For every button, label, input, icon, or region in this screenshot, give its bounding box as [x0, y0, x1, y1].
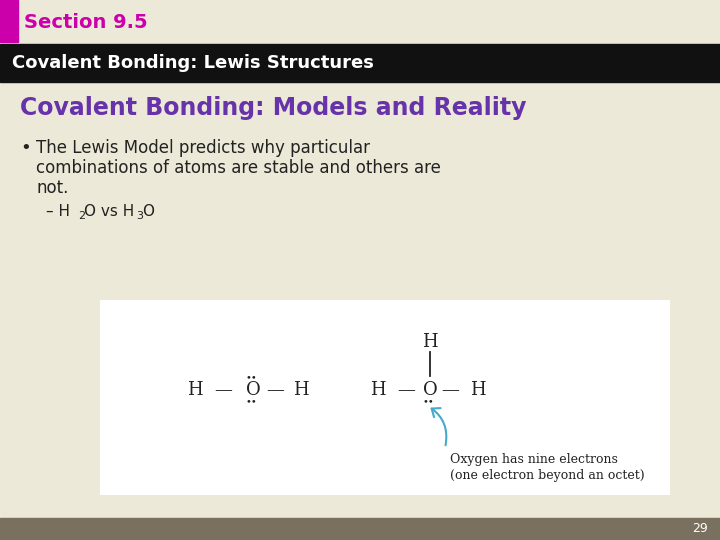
Text: – H: – H — [46, 205, 70, 219]
Text: H: H — [370, 381, 386, 399]
Bar — [0, 518, 720, 540]
Text: —: — — [266, 381, 284, 399]
Text: H: H — [470, 381, 486, 399]
Text: Section 9.5: Section 9.5 — [24, 12, 148, 31]
Text: H: H — [293, 381, 309, 399]
Text: ••: •• — [422, 397, 434, 407]
Text: —: — — [214, 381, 232, 399]
Bar — [0, 0, 18, 42]
Text: O: O — [423, 381, 437, 399]
Text: 3: 3 — [136, 211, 143, 221]
Text: H: H — [422, 333, 438, 351]
Text: Covalent Bonding: Models and Reality: Covalent Bonding: Models and Reality — [20, 96, 526, 120]
Text: ••: •• — [245, 397, 257, 407]
Text: O vs H: O vs H — [84, 205, 134, 219]
Text: —: — — [397, 381, 415, 399]
Text: •: • — [20, 139, 31, 157]
Text: 2: 2 — [78, 211, 85, 221]
Text: O: O — [142, 205, 154, 219]
Bar — [0, 44, 720, 82]
Text: —: — — [441, 381, 459, 399]
Text: ••: •• — [245, 374, 257, 382]
FancyArrowPatch shape — [432, 408, 446, 446]
Text: combinations of atoms are stable and others are: combinations of atoms are stable and oth… — [36, 159, 441, 177]
Text: Covalent Bonding: Lewis Structures: Covalent Bonding: Lewis Structures — [12, 54, 374, 72]
Text: not.: not. — [36, 179, 68, 197]
Text: 29: 29 — [692, 523, 708, 536]
Text: O: O — [246, 381, 261, 399]
Text: (one electron beyond an octet): (one electron beyond an octet) — [450, 469, 644, 483]
Text: Oxygen has nine electrons: Oxygen has nine electrons — [450, 454, 618, 467]
Bar — [100, 300, 670, 495]
Text: The Lewis Model predicts why particular: The Lewis Model predicts why particular — [36, 139, 370, 157]
Text: H: H — [187, 381, 203, 399]
